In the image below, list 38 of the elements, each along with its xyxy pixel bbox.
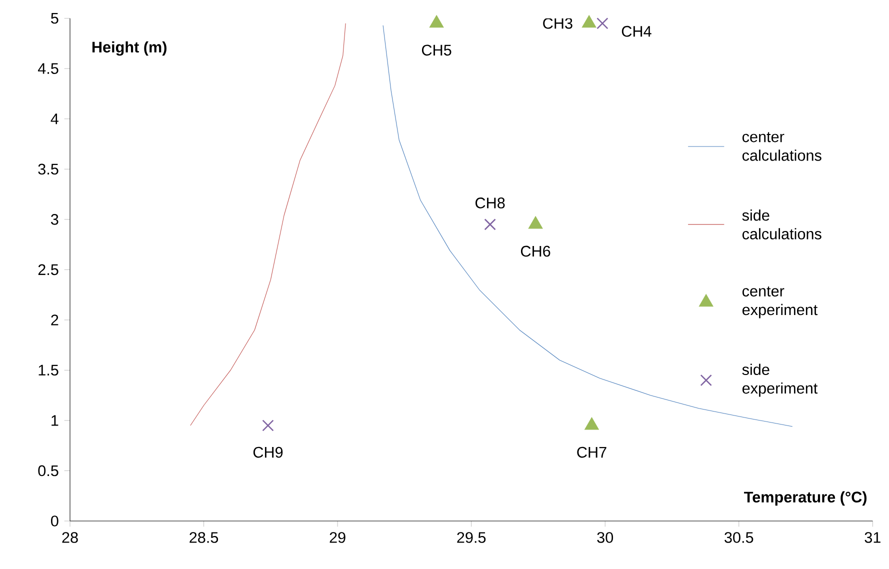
y-tick-label: 0	[51, 516, 58, 526]
x-tick-label: 30.5	[724, 532, 754, 543]
point	[584, 417, 599, 430]
legend-label: side calculations	[742, 209, 822, 240]
legend-label: side experiment	[742, 364, 818, 397]
y-tick-label: 2	[51, 314, 58, 326]
y-tick-label: 4.5	[38, 63, 58, 74]
annotation: CH9	[253, 446, 283, 458]
y-tick-label: 2.5	[38, 264, 58, 276]
annotation: CH4	[622, 26, 652, 37]
y-tick-label: 5	[51, 12, 58, 24]
annotation: CH3	[543, 18, 572, 29]
point	[429, 15, 444, 28]
line-series	[190, 23, 346, 426]
point	[262, 420, 274, 432]
annotation: CH7	[577, 446, 606, 458]
legend-label: center calculations	[742, 132, 822, 161]
x-tick-label: 31	[864, 532, 880, 543]
point	[582, 15, 596, 28]
legend-label: center experiment	[742, 286, 818, 318]
annotation: CH5	[422, 44, 452, 56]
x-axis-title: Temperature (°C)	[744, 491, 867, 506]
y-tick-label: 1.5	[38, 364, 58, 376]
y-tick-label: 0.5	[38, 465, 58, 476]
y-tick-label: 1	[52, 415, 58, 426]
point	[528, 216, 543, 229]
x-tick-label: 28.5	[190, 532, 218, 543]
y-axis-title: Height (m)	[92, 41, 166, 56]
y-tick-label: 3.5	[38, 164, 58, 175]
x-tick-label: 29	[330, 532, 346, 543]
annotation: CH6	[520, 246, 550, 257]
annotation: CH8	[476, 198, 505, 208]
y-tick-label: 3	[50, 214, 58, 225]
x-tick-label: 28	[62, 532, 78, 543]
point	[484, 218, 496, 230]
y-tick-label: 4	[50, 114, 58, 124]
x-tick-label: 30	[597, 532, 614, 543]
x-tick-label: 29.5	[457, 532, 486, 543]
